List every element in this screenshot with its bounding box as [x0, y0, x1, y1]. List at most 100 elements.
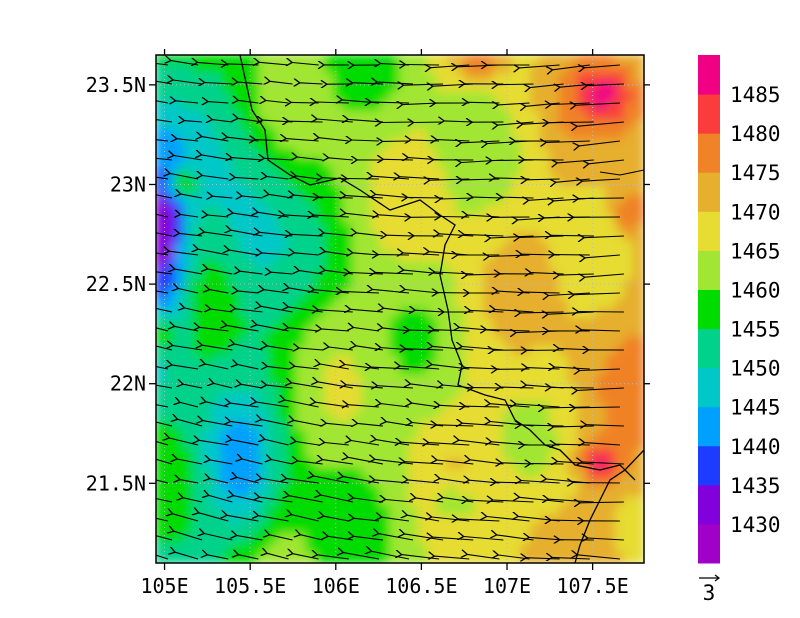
- field-cell: [389, 289, 401, 301]
- field-cell: [239, 411, 251, 423]
- wind-vector: [439, 234, 474, 236]
- wind-vector: [432, 517, 470, 522]
- field-cell: [567, 411, 580, 423]
- field-cell: [220, 458, 233, 470]
- wind-vector: [178, 419, 203, 427]
- field-cell: [361, 204, 373, 216]
- field-cell: [464, 439, 477, 452]
- field-cell: [521, 166, 533, 179]
- field-cell: [464, 279, 477, 292]
- field-cell: [567, 232, 580, 245]
- field-cell: [577, 392, 589, 405]
- field-cell: [633, 364, 644, 376]
- field-cell: [417, 91, 430, 103]
- field-cell: [314, 82, 326, 94]
- field-cell: [530, 279, 542, 292]
- field-cell: [633, 270, 644, 282]
- field-cell: [370, 308, 383, 320]
- field-cell: [248, 72, 261, 85]
- field-cell: [352, 270, 364, 282]
- field-cell: [614, 298, 627, 310]
- field-cell: [286, 110, 298, 122]
- wind-vector: [156, 271, 173, 275]
- field-cell: [558, 129, 570, 141]
- wind-vector: [296, 176, 319, 179]
- field-cell: [248, 63, 261, 75]
- field-cell: [389, 449, 401, 461]
- field-cell: [586, 55, 599, 66]
- wind-vector: [385, 500, 414, 503]
- field-cell: [417, 213, 430, 226]
- field-cell: [474, 345, 486, 357]
- field-cell: [277, 119, 289, 132]
- field-cell: [277, 157, 289, 169]
- field-cell: [286, 82, 298, 94]
- field-cell: [173, 317, 186, 329]
- field-cell: [323, 138, 336, 151]
- field-cell: [277, 204, 289, 216]
- field-cell: [361, 496, 373, 508]
- field-cell: [577, 204, 589, 216]
- field-cell: [521, 411, 533, 423]
- field-cell: [164, 383, 176, 395]
- field-cell: [417, 119, 430, 132]
- field-cell: [408, 72, 420, 85]
- field-cell: [164, 195, 176, 207]
- field-cell: [333, 213, 345, 226]
- field-cell: [258, 402, 270, 414]
- field-cell: [577, 91, 589, 103]
- field-cell: [267, 138, 279, 151]
- wind-vector: [199, 440, 229, 446]
- field-cell: [248, 439, 261, 452]
- field-cell: [605, 148, 617, 160]
- field-cell: [156, 524, 167, 536]
- field-cell: [455, 486, 467, 499]
- field-cell: [277, 166, 289, 179]
- field-cell: [417, 430, 430, 442]
- field-cell: [596, 355, 608, 367]
- field-cell: [183, 496, 195, 508]
- field-cell: [286, 119, 298, 132]
- field-cell: [549, 524, 561, 536]
- wind-vector: [297, 157, 323, 160]
- field-cell: [305, 533, 317, 546]
- field-cell: [399, 317, 411, 329]
- field-cell: [239, 420, 251, 433]
- field-cell: [633, 261, 644, 273]
- field-cell: [445, 148, 458, 160]
- wind-vector: [238, 82, 263, 84]
- wind-vector: [156, 458, 173, 465]
- field-cell: [380, 308, 392, 320]
- field-cell: [295, 439, 308, 452]
- field-cell: [614, 148, 627, 160]
- field-cell: [633, 251, 644, 263]
- field-cell: [521, 223, 533, 235]
- field-cell: [502, 251, 514, 263]
- field-cell: [586, 355, 599, 367]
- field-cell: [248, 279, 261, 292]
- field-cell: [474, 308, 486, 320]
- field-cell: [352, 204, 364, 216]
- field-cell: [323, 101, 336, 113]
- field-cell: [539, 72, 552, 85]
- wind-vector: [546, 141, 590, 143]
- field-cell: [511, 101, 523, 113]
- field-cell: [436, 91, 448, 103]
- field-cell: [586, 119, 599, 132]
- field-cell: [586, 166, 599, 179]
- field-cell: [474, 552, 486, 563]
- field-cell: [333, 336, 345, 348]
- field-cell: [633, 543, 644, 555]
- wind-vector: [232, 440, 259, 446]
- field-cell: [436, 355, 448, 367]
- field-cell: [558, 204, 570, 216]
- field-cell: [549, 138, 561, 151]
- field-cell: [577, 486, 589, 499]
- field-cell: [521, 420, 533, 433]
- field-cell: [502, 402, 514, 414]
- field-cell: [323, 82, 336, 94]
- field-cell: [295, 420, 308, 433]
- field-cell: [567, 467, 580, 480]
- field-cell: [380, 524, 392, 536]
